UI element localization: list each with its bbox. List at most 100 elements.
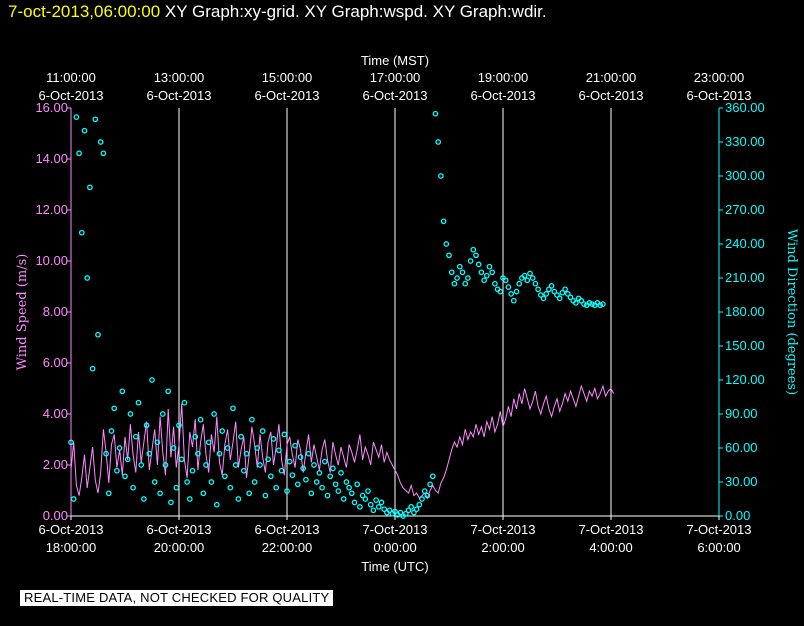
bottom-tick-date: 7-Oct-2013 xyxy=(470,522,535,537)
wdir-point xyxy=(492,280,498,287)
bottom-tick-time: 20:00:00 xyxy=(154,540,205,555)
y-right-tick-label: 180.00 xyxy=(725,304,765,319)
wdir-point xyxy=(108,428,115,434)
wdir-point xyxy=(573,300,579,306)
wdir-point xyxy=(122,473,128,480)
wdir-point xyxy=(408,504,415,510)
bottom-tick-date: 7-Oct-2013 xyxy=(578,522,643,537)
wdir-point xyxy=(300,465,307,472)
y-right-axis-label: Wind Direction (degrees) xyxy=(784,229,799,395)
wdir-point xyxy=(130,484,136,491)
wdir-point xyxy=(119,388,126,395)
wdir-point xyxy=(483,272,490,279)
wdir-point xyxy=(562,286,568,293)
wdir-point xyxy=(192,433,199,440)
wdir-point xyxy=(440,218,447,225)
wdir-point xyxy=(105,490,112,497)
bottom-axis-label: Time (UTC) xyxy=(361,559,428,574)
wdir-point xyxy=(303,476,309,483)
wdir-point xyxy=(186,496,193,502)
wdir-point xyxy=(200,490,207,497)
wdir-point xyxy=(230,405,236,412)
wdir-point xyxy=(510,297,517,304)
wdir-point xyxy=(429,473,436,480)
wdir-point xyxy=(600,301,606,307)
wdir-point xyxy=(116,445,123,451)
wdir-point xyxy=(505,284,512,290)
bottom-tick-date: 7-Oct-2013 xyxy=(686,522,751,537)
wdir-point xyxy=(516,280,523,287)
wdir-point xyxy=(467,258,474,264)
wdir-point xyxy=(294,481,301,488)
chart-title: 7-oct-2013,06:00:00 XY Graph:xy-grid. XY… xyxy=(8,2,547,22)
top-axis-label: Time (MST) xyxy=(361,53,429,68)
wdir-point xyxy=(316,470,323,476)
wdir-point xyxy=(524,277,531,284)
top-tick-time: 21:00:00 xyxy=(586,70,637,85)
wdir-point xyxy=(278,467,285,474)
wdir-point xyxy=(267,473,274,480)
wdir-point xyxy=(87,184,93,191)
bottom-tick-time: 18:00:00 xyxy=(46,540,97,555)
wdir-point xyxy=(249,416,255,423)
wdir-point xyxy=(338,470,344,476)
wdir-point xyxy=(97,139,104,145)
y-left-tick-label: 4.00 xyxy=(43,406,68,421)
wdir-point xyxy=(95,331,101,338)
wdir-point xyxy=(513,288,520,295)
wdir-point xyxy=(343,479,350,485)
y-right-tick-label: 360.00 xyxy=(725,100,765,115)
wdir-point xyxy=(289,472,296,479)
wdir-point xyxy=(273,484,280,491)
wdir-point xyxy=(348,490,355,497)
wdir-point xyxy=(178,456,185,463)
wdir-point xyxy=(413,506,420,513)
wdir-point xyxy=(354,481,361,488)
wdir-point xyxy=(284,488,290,494)
top-tick-time: 13:00:00 xyxy=(154,70,205,85)
y-right-tick-label: 90.00 xyxy=(725,406,758,421)
wdir-point xyxy=(424,492,431,499)
wdir-point xyxy=(375,504,382,510)
wdir-point xyxy=(243,450,250,457)
wdir-point xyxy=(540,295,547,302)
y-right-tick-label: 240.00 xyxy=(725,236,765,251)
wdir-point xyxy=(76,150,82,157)
wdir-point xyxy=(478,269,485,276)
top-tick-date: 6-Oct-2013 xyxy=(38,88,103,103)
wdir-point xyxy=(448,269,455,276)
wdir-point xyxy=(170,445,177,451)
wdir-point xyxy=(181,399,188,406)
wdir-point xyxy=(416,501,423,508)
y-right-tick-label: 210.00 xyxy=(725,270,765,285)
y-left-tick-label: 14.00 xyxy=(35,151,68,166)
y-right-tick-label: 270.00 xyxy=(725,202,765,217)
wdir-point xyxy=(578,297,585,304)
wdir-point xyxy=(527,270,533,277)
wdir-point xyxy=(73,114,80,120)
wdir-point xyxy=(195,450,201,457)
top-tick-date: 6-Oct-2013 xyxy=(146,88,211,103)
wspd-series-line xyxy=(70,384,615,500)
wdir-point xyxy=(286,458,293,465)
wdir-point xyxy=(313,479,320,485)
bottom-tick-time: 2:00:00 xyxy=(481,540,524,555)
wdir-point xyxy=(92,116,99,123)
wdir-point xyxy=(292,442,298,449)
wdir-point xyxy=(475,261,482,268)
wdir-point xyxy=(176,422,182,429)
y-left-tick-label: 6.00 xyxy=(43,355,68,370)
top-tick-time: 15:00:00 xyxy=(262,70,313,85)
y-left-tick-label: 0.00 xyxy=(43,508,68,523)
wdir-point xyxy=(443,241,450,247)
top-tick-time: 19:00:00 xyxy=(478,70,529,85)
wdir-point xyxy=(351,499,358,506)
wdir-point xyxy=(138,462,145,468)
quality-disclaimer: REAL-TIME DATA, NOT CHECKED FOR QUALITY xyxy=(20,590,334,606)
wdir-point xyxy=(111,405,118,412)
wdir-point xyxy=(367,501,374,508)
wdir-point xyxy=(411,509,417,516)
wdir-point xyxy=(262,492,269,499)
wdir-point xyxy=(259,428,266,434)
